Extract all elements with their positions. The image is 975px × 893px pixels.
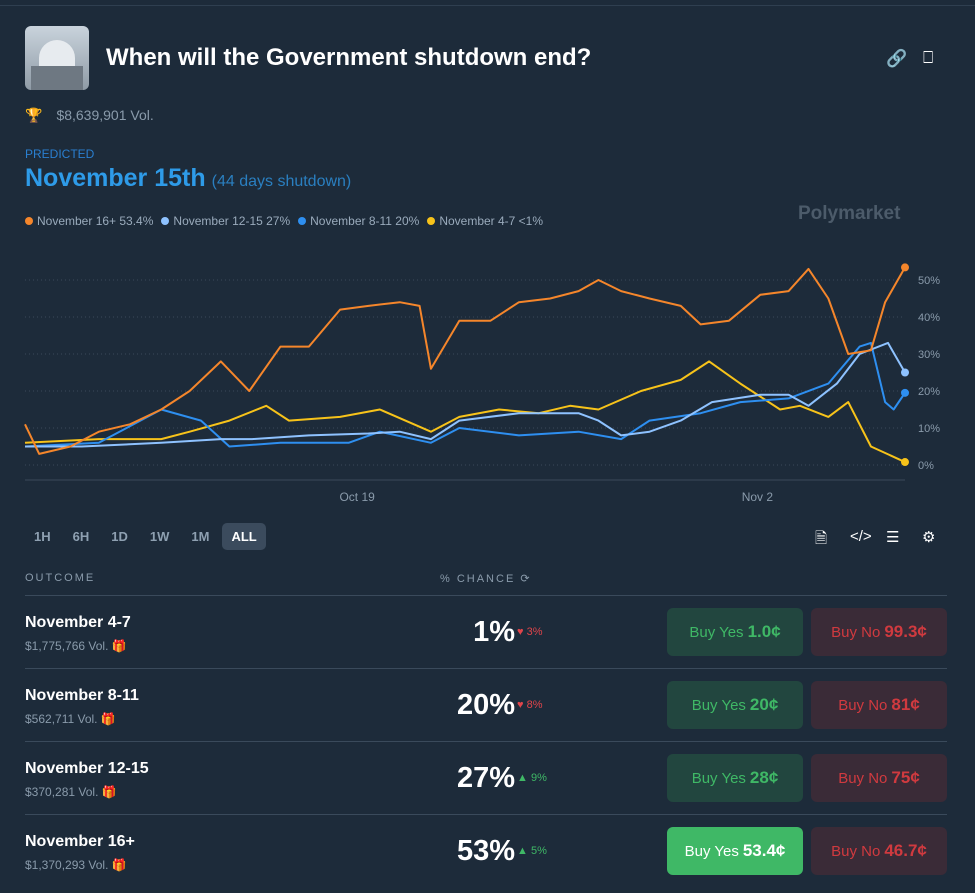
series-line — [24, 341, 906, 448]
time-range-tabs: 1H 6H 1D 1W 1M ALL — [25, 523, 266, 550]
brand-logo: Polymarket — [798, 203, 901, 224]
buy-no-button[interactable]: Buy No 99.3¢ — [811, 608, 947, 656]
chart-legend: November 16+ 53.4% November 12-15 27% Nove… — [25, 214, 543, 228]
range-tab-1d[interactable]: 1D — [111, 529, 128, 544]
chance-change: ♥ 8% — [517, 699, 543, 711]
legend-dot-icon — [25, 217, 33, 225]
predicted-value: November 15th (44 days shutdown) — [25, 164, 352, 192]
heart-down-icon: ♥ — [517, 626, 524, 638]
triangle-up-icon: ▲ — [517, 772, 528, 784]
outcome-row[interactable]: November 8-11 $562,711 Vol. 🎁 20% ♥ 8% B… — [25, 668, 947, 741]
chance-change: ♥ 3% — [517, 626, 543, 638]
series-end-point — [901, 368, 909, 377]
filter-sliders-icon[interactable]: ☰ — [886, 529, 900, 546]
range-tab-1h[interactable]: 1H — [34, 529, 51, 544]
series-end-point — [901, 263, 909, 272]
bookmark-icon[interactable]: ⎕ — [923, 48, 934, 67]
x-tick-label: Nov 2 — [742, 490, 774, 504]
price-chart[interactable]: 0% 10% 20% 30% 40% 50% Oct 19 Nov 2 — [0, 240, 975, 510]
buy-yes-button[interactable]: Buy Yes 53.4¢ — [667, 827, 803, 875]
y-tick-label: 10% — [918, 423, 940, 435]
outcome-volume: $1,370,293 Vol. 🎁 — [25, 858, 127, 872]
legend-item: November 4-7 <1% — [427, 214, 543, 228]
y-tick-label: 0% — [918, 460, 934, 472]
outcome-name: November 16+ — [25, 833, 135, 850]
outcome-name: November 12-15 — [25, 760, 149, 777]
buy-no-button[interactable]: Buy No 81¢ — [811, 681, 947, 729]
range-tab-6h[interactable]: 6H — [72, 529, 90, 544]
page-title: When will the Government shutdown end? — [106, 44, 592, 71]
outcome-header: OUTCOME — [25, 572, 96, 584]
buy-no-button[interactable]: Buy No 75¢ — [811, 754, 947, 802]
triangle-up-icon: ▲ — [517, 845, 528, 857]
outcome-chance: 53% — [457, 835, 516, 867]
link-icon[interactable]: 🔗 — [886, 49, 908, 68]
gift-icon: 🎁 — [111, 858, 127, 872]
outcome-volume: $370,281 Vol. 🎁 — [25, 785, 117, 799]
outcome-volume: $1,775,766 Vol. 🎁 — [25, 639, 127, 653]
legend-dot-icon — [427, 217, 436, 225]
range-tab-all[interactable]: ALL — [222, 523, 266, 550]
outcome-name: November 8-11 — [25, 687, 139, 704]
legend-item: November 16+ 53.4% — [25, 214, 153, 228]
outcome-row[interactable]: November 12-15 $370,281 Vol. 🎁 27% ▲ 9% … — [25, 741, 947, 814]
gift-icon: 🎁 — [101, 785, 117, 799]
outcome-chance: 20% — [457, 689, 516, 721]
outcome-chance: 1% — [473, 616, 515, 648]
trophy-icon: 🏆 — [25, 107, 43, 123]
outcome-row[interactable]: November 16+ $1,370,293 Vol. 🎁 53% ▲ 5% … — [25, 814, 947, 887]
y-tick-label: 30% — [918, 349, 940, 361]
range-tab-1w[interactable]: 1W — [149, 529, 170, 544]
predicted-label: PREDICTED — [25, 147, 95, 161]
chance-header: % CHANCE ⟳ — [440, 573, 532, 585]
x-tick-label: Oct 19 — [339, 490, 375, 504]
series-line — [25, 341, 906, 448]
outcome-name: November 4-7 — [25, 614, 131, 631]
legend-dot-icon — [298, 217, 307, 225]
chance-change: ▲ 9% — [517, 772, 547, 784]
y-tick-label: 50% — [918, 275, 940, 287]
range-tab-1m[interactable]: 1M — [191, 529, 210, 544]
legend-dot-icon — [161, 217, 170, 225]
legend-item: November 8-11 20% — [298, 214, 419, 228]
legend-item: November 12-15 27% — [161, 214, 290, 228]
settings-gear-icon[interactable]: ⚙ — [922, 529, 936, 546]
series-end-point — [901, 388, 909, 397]
top-divider — [0, 5, 975, 6]
series-end-point — [901, 458, 909, 467]
outcome-chance: 27% — [457, 762, 516, 794]
outcome-volume: $562,711 Vol. 🎁 — [25, 712, 116, 726]
buy-no-button[interactable]: Buy No 46.7¢ — [811, 827, 947, 875]
gift-icon: 🎁 — [100, 712, 116, 726]
market-image — [25, 26, 89, 90]
series-line — [24, 266, 906, 455]
total-volume: 🏆 $8,639,901 Vol. — [25, 107, 154, 123]
gift-icon: 🎁 — [111, 639, 127, 653]
outcome-row[interactable]: November 4-7 $1,775,766 Vol. 🎁 1% ♥ 3% B… — [25, 595, 947, 668]
y-tick-label: 40% — [918, 312, 940, 324]
chance-change: ▲ 5% — [517, 845, 547, 857]
buy-yes-button[interactable]: Buy Yes 20¢ — [667, 681, 803, 729]
document-icon[interactable]: 🗎 — [815, 530, 828, 547]
buy-yes-button[interactable]: Buy Yes 1.0¢ — [667, 608, 803, 656]
heart-down-icon: ♥ — [517, 699, 524, 711]
buy-yes-button[interactable]: Buy Yes 28¢ — [667, 754, 803, 802]
refresh-icon[interactable]: ⟳ — [520, 573, 532, 585]
embed-code-icon[interactable]: </> — [850, 528, 872, 545]
y-tick-label: 20% — [918, 386, 940, 398]
